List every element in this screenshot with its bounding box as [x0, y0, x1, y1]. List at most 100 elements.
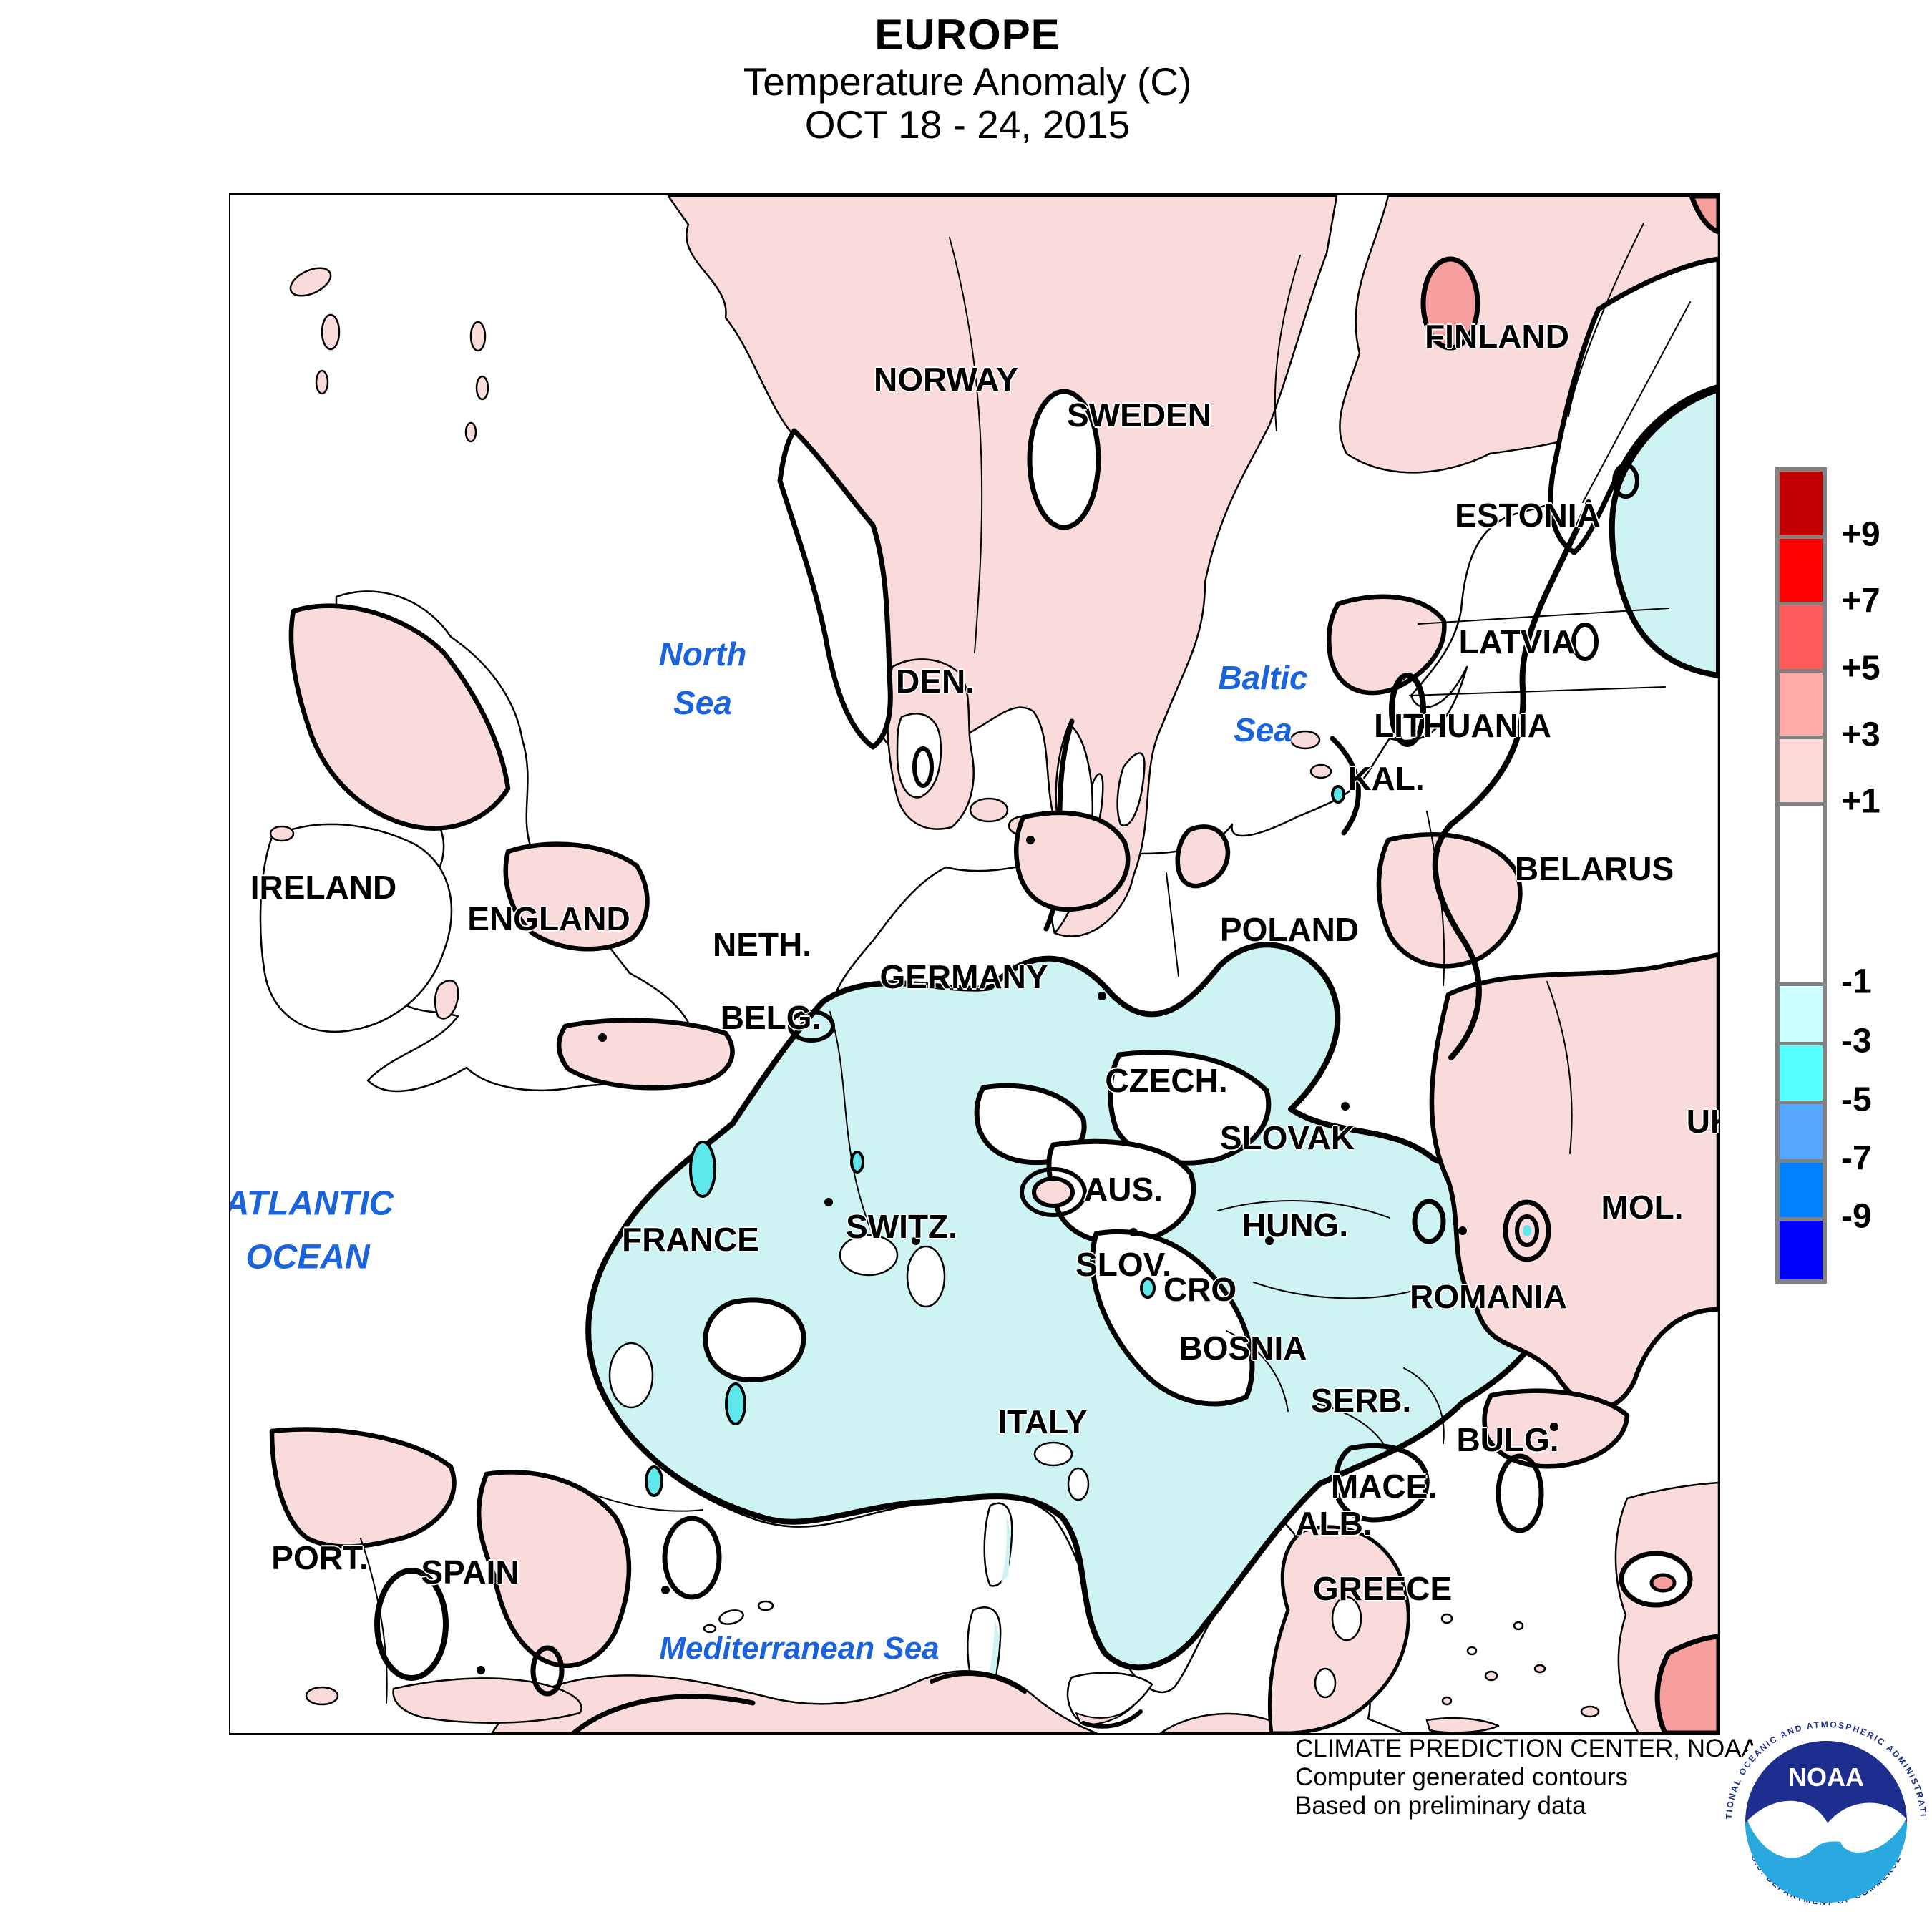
spot-cyan-kaliningrad [1331, 785, 1345, 804]
map-subtitle: Temperature Anomaly (C) [743, 59, 1192, 104]
land-danish-isle-1 [969, 797, 1009, 823]
spot-cyan-france-3 [645, 1465, 663, 1497]
patch-south-spain-pink [392, 1677, 582, 1724]
contour-west-spain-oval [374, 1568, 449, 1681]
legend-segment-7 [1780, 1045, 1823, 1104]
anomaly-patches [269, 195, 1719, 1733]
land-sardinia-cyan [986, 1619, 1000, 1689]
isle-rhodes [1580, 1705, 1600, 1718]
contour-baltic-snake [1432, 499, 1591, 1060]
noaa-logo: NATIONAL OCEANIC AND ATMOSPHERIC ADMINIS… [1719, 1714, 1932, 1928]
patch-estonia-isle-2 [1309, 763, 1332, 779]
attribution-line-2: Computer generated contours [1295, 1763, 1628, 1791]
land-shetland-3 [464, 421, 477, 443]
land-menorca [757, 1600, 774, 1611]
hole-greece-white-2 [1314, 1667, 1337, 1699]
map-dots [477, 836, 1558, 1674]
legend-segment-3 [1780, 673, 1823, 739]
country-borders [360, 223, 1669, 1704]
patch-salmon-corner [1689, 195, 1719, 235]
patch-ukraine-moldova-pink [1429, 952, 1719, 1410]
hole-switzerland-white-2 [906, 1245, 946, 1308]
isle-aegean-3 [1484, 1670, 1498, 1682]
attribution-line-3: Based on preliminary data [1295, 1792, 1586, 1820]
europe-anomaly-map: NORWAY SWEDEN FINLAND ESTONIA LATVIA LITHUANI… [229, 193, 1720, 1735]
contour-lithuania-ring [1389, 673, 1426, 747]
contour-se-spain-oval [662, 1516, 722, 1600]
legend-segment-4 [1780, 739, 1823, 806]
patch-south-england-pink [556, 1018, 735, 1091]
legend-segment-10 [1780, 1221, 1823, 1279]
patch-sw-iberia-pink [305, 1686, 339, 1706]
anomaly-legend: +9 +7 +5 +3 +1 -1 -3 -5 -7 -9 [1775, 467, 1880, 1284]
land-faroe-1 [289, 267, 332, 297]
contour-kaliningrad-arc [1330, 736, 1361, 836]
spot-romania-cyan [1523, 1225, 1531, 1236]
legend-tick--3: -3 [1841, 1022, 1872, 1060]
contour-africa-arc-1 [571, 1694, 756, 1733]
land-shetland-2 [475, 375, 489, 401]
seagull-icon [1747, 1800, 1906, 1858]
europe-map-svg [259, 195, 1719, 1733]
patch-central-europe-cold [585, 942, 1552, 1671]
legend-segment-0 [1780, 472, 1823, 539]
patch-nw-iberia-pink [269, 1427, 457, 1549]
hole-france-center-white [703, 1297, 806, 1382]
legend-tick-+1: +1 [1841, 782, 1880, 821]
land-scandinavia [667, 195, 1338, 937]
isle-aegean-4 [1441, 1696, 1453, 1706]
contour-bulgaria-ring [1496, 1453, 1544, 1533]
contour-west-romania-ring [1412, 1199, 1446, 1244]
land-ibiza [703, 1624, 717, 1634]
legend-tick-+7: +7 [1841, 582, 1880, 620]
contour-macedonia-loop [1332, 1443, 1430, 1523]
legend-segment-6 [1780, 986, 1823, 1045]
hole-slovenia-croatia-white [1090, 1229, 1255, 1407]
patch-austria-warm-spot [1032, 1176, 1075, 1208]
legend-tick-+5: +5 [1841, 649, 1880, 688]
map-title: EUROPE [874, 11, 1060, 59]
attribution-block: CLIMATE PREDICTION CENTER, NOAA Computer… [1295, 1735, 1758, 1820]
legend-segment-1 [1780, 539, 1823, 605]
hole-switzerland-white-1 [839, 1234, 899, 1277]
contour-romania-ring-outer [1503, 1199, 1551, 1262]
contour-russia-ring [1612, 463, 1639, 499]
contour-norway-white-oval [1027, 389, 1101, 530]
land-gotland [1116, 752, 1146, 826]
contour-norway-white-strip [777, 428, 893, 750]
patch-central-spain-pink [476, 1470, 632, 1669]
isle-aegean-1 [1440, 1613, 1453, 1624]
hole-north-italy-white-1 [1033, 1441, 1073, 1467]
patch-wales-pink [434, 980, 459, 1020]
contour-lines [571, 463, 1639, 1733]
legend-segment-8 [1780, 1104, 1823, 1163]
hole-czech-white [1108, 1050, 1272, 1166]
patch-west-turkey-salmon [1654, 1634, 1719, 1733]
attribution-line-1: CLIMATE PREDICTION CENTER, NOAA [1295, 1735, 1758, 1762]
spot-cyan-france-1 [689, 1141, 716, 1198]
spot-cyan-slovenia [1140, 1277, 1156, 1299]
legend-tick--5: -5 [1841, 1080, 1872, 1119]
land-faroe-3 [315, 369, 329, 395]
contour-spain-small-oval [530, 1645, 565, 1697]
patch-north-england-pink [503, 841, 650, 952]
land-shetland-1 [469, 321, 487, 352]
legend-tick--1: -1 [1841, 962, 1872, 1001]
patch-finland-salmon-oval [1420, 256, 1480, 351]
legend-segment-2 [1780, 605, 1823, 673]
border-finland-russia-band [1582, 301, 1691, 503]
patch-estonia-isle-1 [1289, 730, 1321, 750]
land-corsica-cyan [1001, 1513, 1011, 1583]
legend-segment-5 [1780, 806, 1823, 986]
patch-nw-poland-pink [1175, 824, 1231, 889]
contour-denmark-ring [912, 746, 934, 788]
map-date-range: OCT 18 - 24, 2015 [804, 102, 1131, 147]
contour-latvia-ring [1571, 623, 1599, 661]
spot-turkey-salmon [1649, 1573, 1677, 1593]
patch-west-belarus-pink [1376, 832, 1523, 969]
hole-north-italy-white-2 [1067, 1467, 1090, 1501]
patch-northeast-cyan [1609, 386, 1719, 678]
contour-romania-ring-inner [1515, 1214, 1539, 1247]
legend-tick--7: -7 [1841, 1139, 1872, 1178]
